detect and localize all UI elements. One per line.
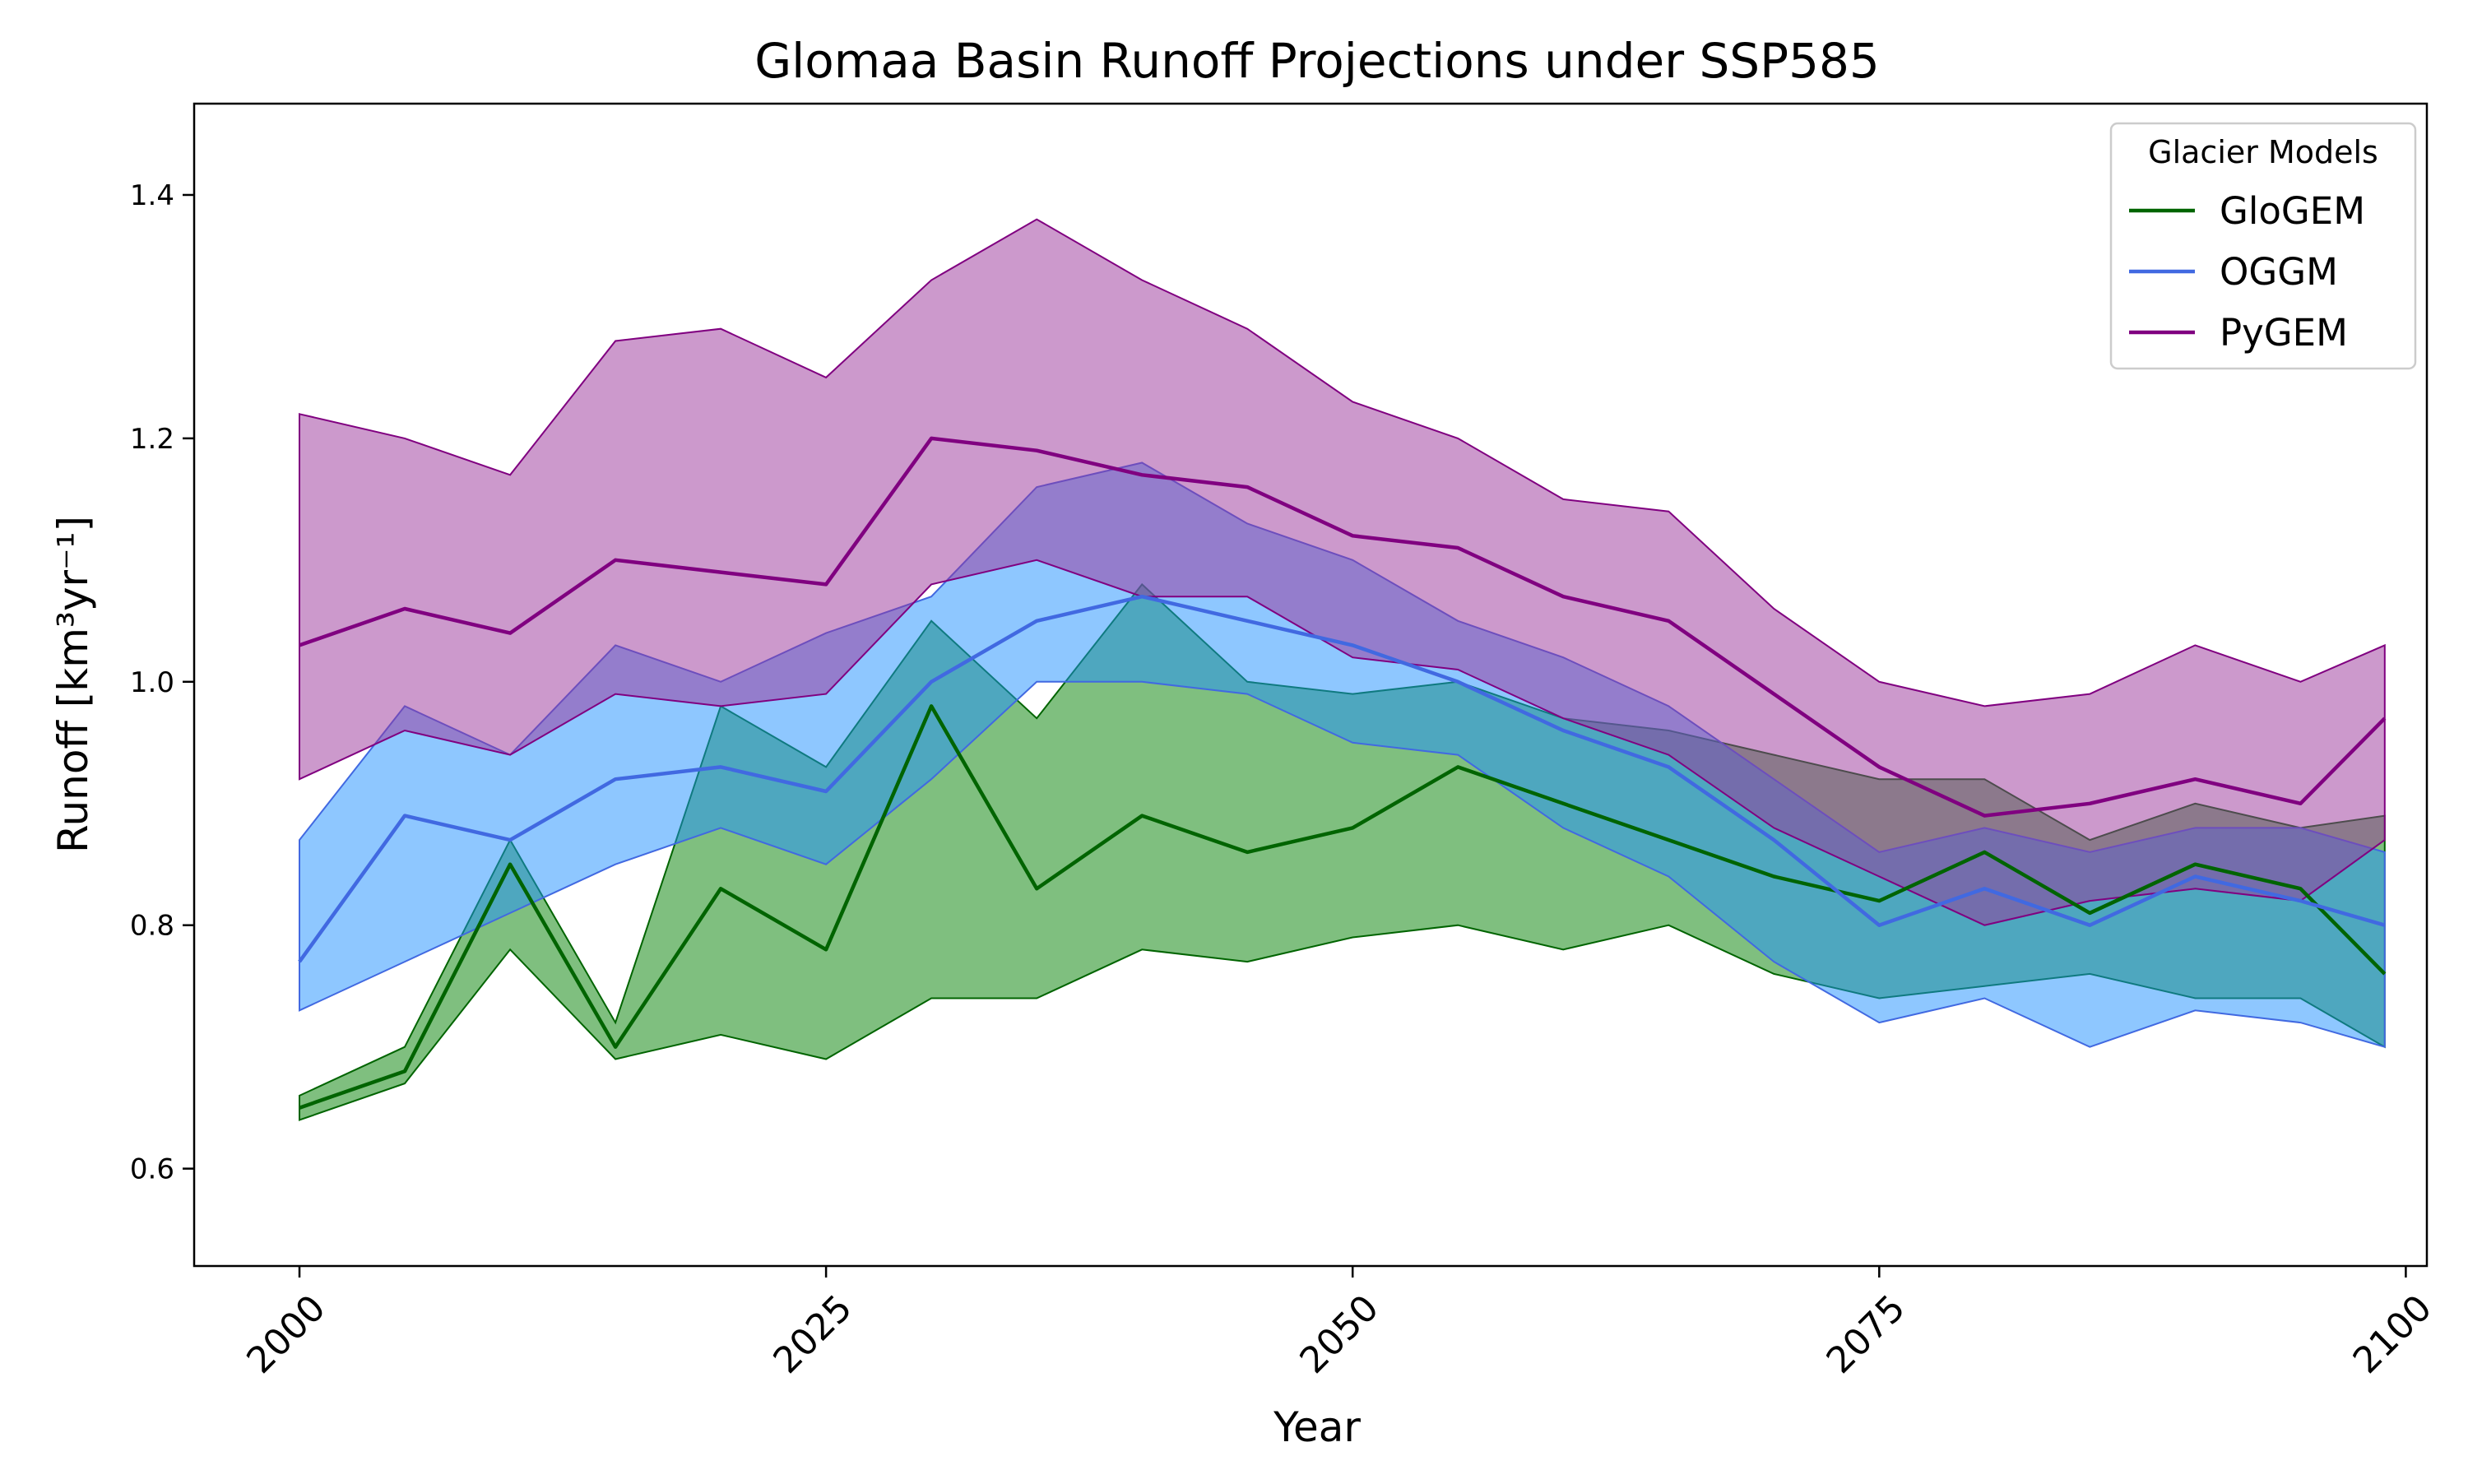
y-tick-label: 1.0 xyxy=(130,666,174,699)
y-tick-label: 1.4 xyxy=(130,179,174,212)
pygem-mean-line xyxy=(299,436,2387,818)
plot-frame xyxy=(193,102,2429,1268)
x-tick-label: 2000 xyxy=(239,1287,333,1381)
glogem-legend-label: GloGEM xyxy=(2220,189,2365,233)
x-tick-label: 2100 xyxy=(2345,1287,2440,1381)
mean-lines xyxy=(298,436,2387,1110)
y-tick-label: 0.6 xyxy=(130,1153,174,1186)
y-axis-ticks: 0.6 0.8 1.0 1.2 1.4 xyxy=(130,179,194,1186)
pygem-range-band xyxy=(299,218,2386,926)
x-tick-label: 2050 xyxy=(1292,1287,1387,1381)
confidence-bands xyxy=(299,218,2386,1121)
chart-title: Glomaa Basin Runoff Projections under SS… xyxy=(754,33,1880,89)
glogem-mean-line xyxy=(299,704,2387,1110)
oggm-mean-line xyxy=(298,594,2386,963)
x-tick-label: 2025 xyxy=(765,1287,860,1381)
x-axis-ticks: 2000 2025 2050 2075 2100 xyxy=(239,1266,2440,1382)
y-tick-label: 0.8 xyxy=(130,910,174,943)
y-axis-label: Runoff [km³yr⁻¹] xyxy=(49,516,97,853)
y-tick-label: 1.2 xyxy=(130,423,174,456)
legend-box xyxy=(2109,122,2417,370)
pygem-legend-label: PyGEM xyxy=(2220,311,2348,355)
legend: Glacier Models GloGEM OGGM PyGEM xyxy=(2109,122,2417,370)
legend-title: Glacier Models xyxy=(2148,134,2378,170)
oggm-legend-label: OGGM xyxy=(2220,250,2338,294)
legend-items: GloGEM OGGM PyGEM xyxy=(2129,189,2365,355)
x-tick-label: 2075 xyxy=(1819,1287,1914,1381)
x-axis-label: Year xyxy=(1273,1403,1361,1451)
